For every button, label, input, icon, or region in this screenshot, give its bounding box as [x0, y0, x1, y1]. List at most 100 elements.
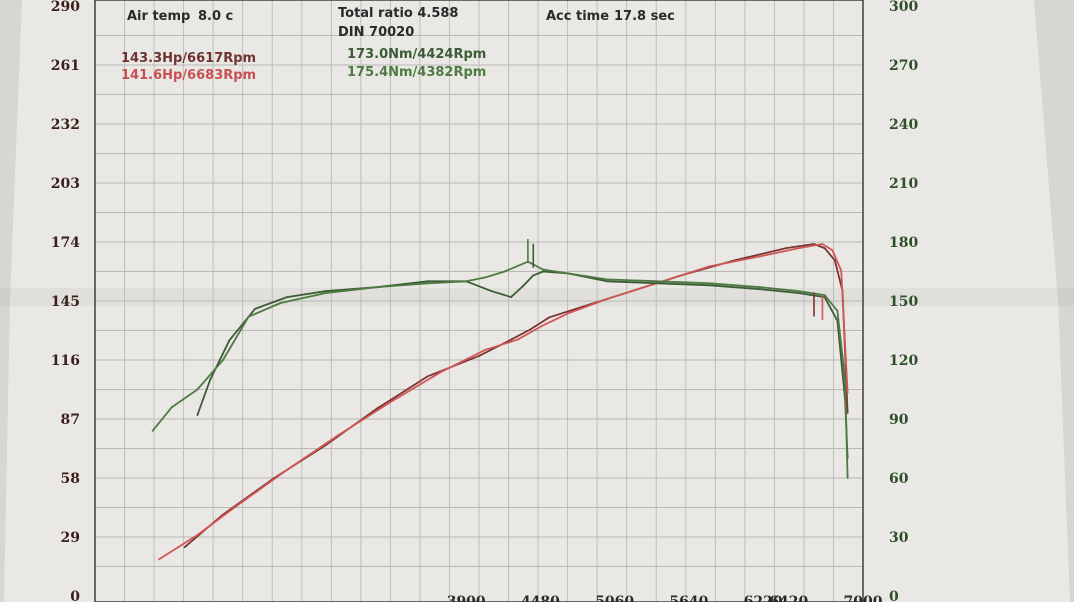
- right-tick-label: 90: [889, 412, 909, 428]
- series-point: [375, 407, 378, 410]
- series-point: [209, 378, 212, 381]
- series-point: [196, 388, 199, 391]
- series-point: [542, 324, 544, 327]
- series-point: [708, 282, 711, 285]
- x-tick-label: 7000: [844, 594, 883, 602]
- series-point: [606, 298, 608, 300]
- left-tick-label: 203: [51, 176, 80, 192]
- left-tick-label: 232: [51, 117, 80, 133]
- series-point: [375, 286, 378, 289]
- legend-torque-run1: 173.0Nm/4424Rpm: [347, 47, 486, 62]
- plot-frame: [94, 0, 864, 602]
- series-point: [567, 272, 570, 275]
- right-tick-label: 120: [889, 353, 918, 369]
- series-point: [657, 282, 660, 285]
- series-line-3: [196, 270, 849, 459]
- x-tick-label: 5060: [595, 594, 634, 602]
- series-point: [170, 406, 173, 409]
- series-group: [151, 239, 849, 561]
- right-tick-label: 30: [889, 530, 909, 546]
- series-point: [426, 282, 429, 285]
- x-tick-label: 5640: [669, 594, 708, 602]
- series-point: [196, 534, 199, 536]
- left-tick-label: 145: [51, 294, 80, 310]
- right-tick-label: 210: [889, 176, 918, 192]
- series-point: [183, 546, 186, 549]
- left-tick-label: 174: [51, 235, 80, 251]
- air-temp-value: 8.0 c: [198, 9, 233, 24]
- left-tick-label: 116: [51, 353, 80, 369]
- left-tick-label: 29: [61, 530, 80, 546]
- left-tick-label: 0: [70, 589, 80, 602]
- series-point: [821, 243, 824, 245]
- series-point: [324, 290, 327, 293]
- series-point: [151, 429, 154, 432]
- series-point: [234, 505, 237, 508]
- series-point: [465, 280, 468, 283]
- series-point: [823, 294, 826, 296]
- series-point: [657, 280, 660, 283]
- series-point: [279, 302, 282, 304]
- series-point: [542, 270, 544, 273]
- right-tick-label: 150: [889, 294, 918, 310]
- x-tick-label: 4480: [521, 594, 560, 602]
- right-tick-label: 300: [889, 0, 918, 15]
- series-point: [846, 391, 849, 394]
- series-point: [484, 348, 487, 351]
- series-point: [606, 278, 608, 281]
- series-point: [522, 284, 525, 287]
- series-point: [478, 355, 480, 357]
- series-point: [286, 296, 288, 298]
- series-point: [247, 315, 250, 318]
- series-point: [708, 265, 711, 268]
- din-standard: DIN 70020: [338, 25, 414, 40]
- series-point: [510, 338, 512, 341]
- series-point: [503, 270, 506, 273]
- series-point: [798, 292, 800, 294]
- series-point: [708, 284, 711, 287]
- series-point: [542, 268, 544, 271]
- series-point: [158, 558, 160, 561]
- series-point: [844, 378, 846, 381]
- legend-power-run2: 141.6Hp/6683Rpm: [121, 68, 256, 83]
- series-point: [254, 308, 256, 310]
- x-tick-label: 6220: [744, 594, 783, 602]
- series-point: [759, 286, 762, 289]
- total-ratio: Total ratio 4.588: [338, 6, 458, 21]
- series-point: [567, 312, 570, 315]
- acc-time-label: Acc time: [546, 9, 609, 24]
- series-line-1: [184, 243, 849, 548]
- right-tick-label: 270: [889, 58, 918, 74]
- series-point: [510, 296, 512, 298]
- series-point: [532, 274, 535, 277]
- right-tick-label: 60: [889, 471, 909, 487]
- series-point: [836, 309, 839, 312]
- series-point: [286, 469, 288, 471]
- left-tick-label: 261: [51, 58, 80, 74]
- series-point: [490, 290, 493, 293]
- series-point: [759, 288, 762, 291]
- series-point: [222, 359, 224, 361]
- left-tick-label: 87: [61, 412, 80, 428]
- series-point: [759, 255, 762, 258]
- series-point: [516, 338, 519, 341]
- legend-torque-run2: 175.4Nm/4382Rpm: [347, 65, 486, 80]
- series-point: [846, 412, 849, 414]
- series-point: [785, 247, 788, 250]
- x-tick-label: 6420: [769, 594, 808, 602]
- series-point: [606, 280, 608, 283]
- left-axis-ticks: 0 29 58 87 116 145 174 203 232 261 290: [51, 0, 80, 602]
- series-point: [798, 290, 800, 293]
- left-tick-label: 58: [61, 471, 80, 487]
- x-tick-label: 3900: [447, 594, 486, 602]
- left-tick-label: 290: [51, 0, 80, 15]
- acc-time-value: 17.8 sec: [614, 9, 675, 24]
- series-point: [833, 259, 836, 262]
- right-axis-ticks: 0 30 60 90 120 150 180 210 240 270 300: [889, 0, 918, 602]
- series-point: [484, 276, 487, 279]
- series-point: [823, 247, 826, 250]
- series-point: [426, 375, 429, 378]
- series-point: [228, 339, 231, 342]
